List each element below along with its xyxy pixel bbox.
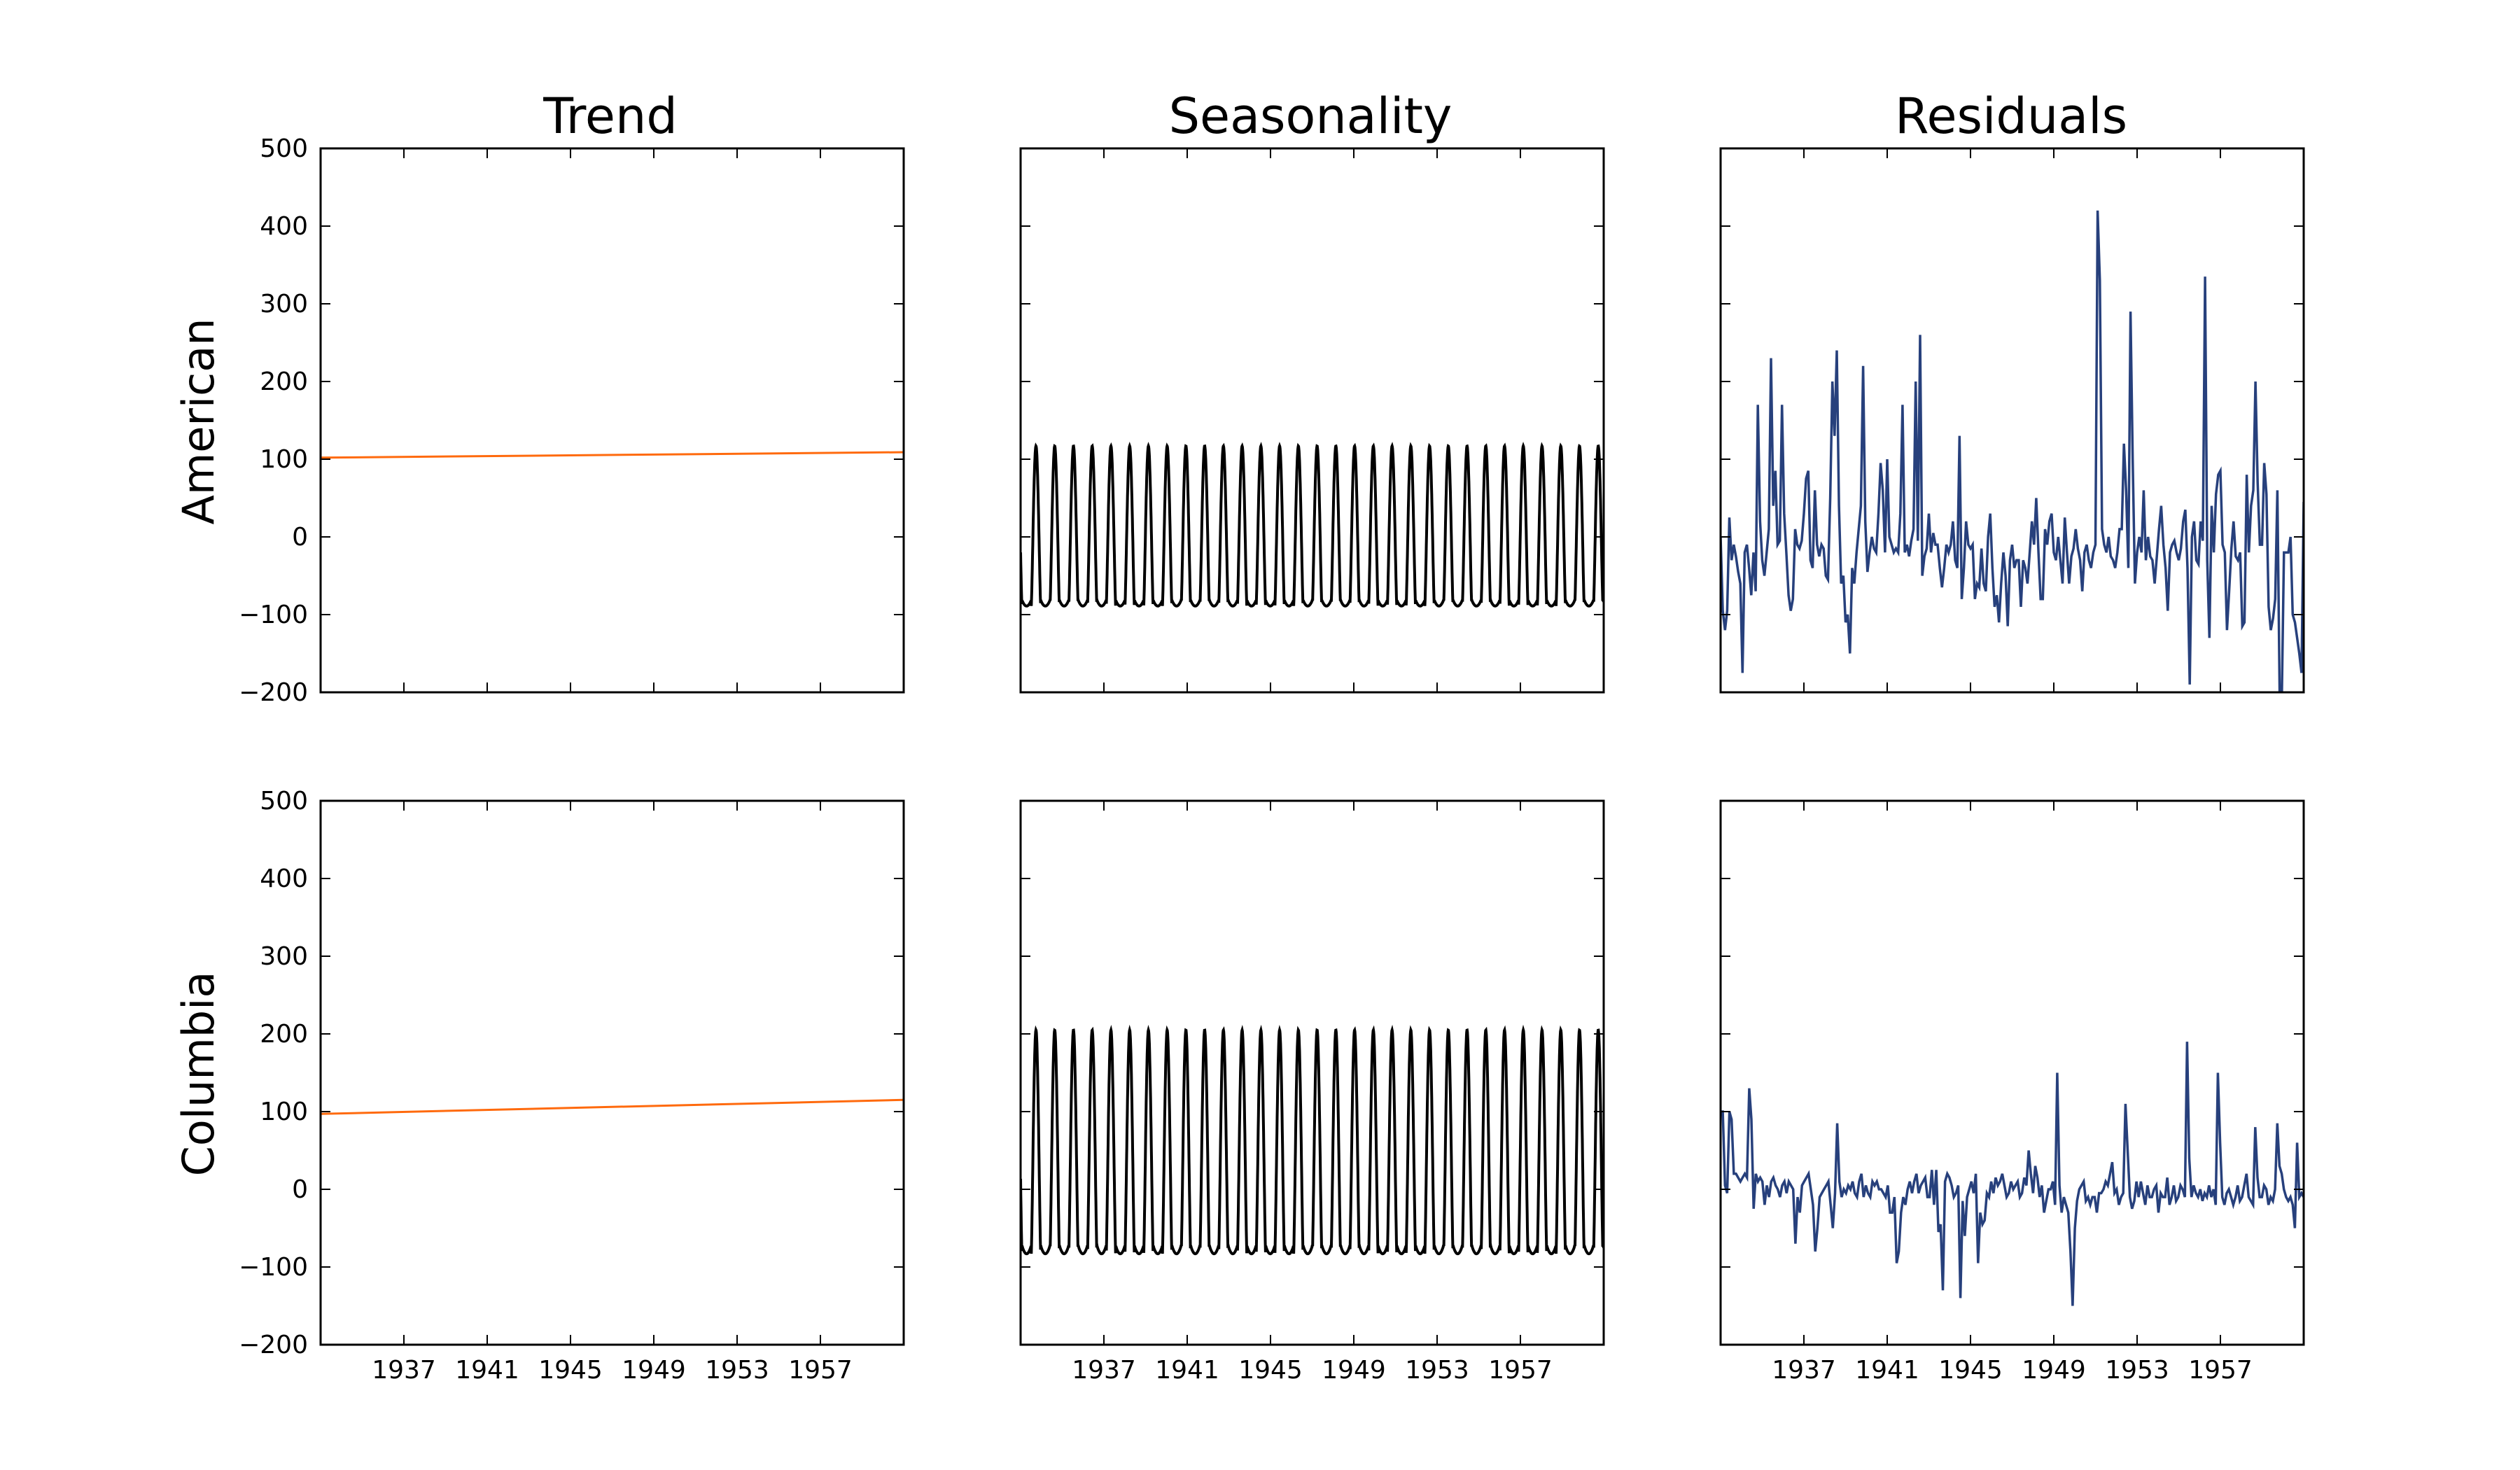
y-tick-label: 400 [260, 864, 308, 893]
panel-american-trend [321, 451, 904, 459]
y-tick-label: −200 [239, 678, 308, 707]
axes-layer: −200 −100 0 100 200 300 400 500 −200 −100 0 100 200 3… [239, 134, 2305, 1385]
x-tick-label: 1949 [1322, 1356, 1386, 1385]
x-tick-label: 1945 [1238, 1356, 1303, 1385]
x-tick-label: 1941 [1855, 1356, 1919, 1385]
y-tick-label: 300 [260, 290, 308, 318]
x-tick-label: 1937 [372, 1356, 436, 1385]
american-trend-line [321, 451, 904, 459]
panel-columbia-seasonality [1021, 1024, 1604, 1256]
y-tick-label: 0 [292, 1175, 308, 1204]
x-tick-label: 1941 [455, 1356, 519, 1385]
axes-frame-american-seasonality [1019, 147, 1605, 694]
y-tick-label: 100 [260, 1098, 308, 1126]
american-residuals-line [1721, 210, 2304, 692]
row-label-columbia: Columbia [173, 972, 224, 1177]
columbia-trend-line [321, 1098, 904, 1115]
columbia-residuals-line [1721, 1042, 2304, 1306]
x-tick-label: 1957 [1488, 1356, 1553, 1385]
row-label-american: American [173, 318, 224, 524]
panel-columbia-trend [321, 1098, 904, 1115]
axes-frame-american-trend [319, 147, 905, 694]
y-tick-label: 500 [260, 134, 308, 163]
panel-american-residuals [1721, 210, 2304, 692]
x-tick-label: 1937 [1072, 1356, 1136, 1385]
x-tick-label: 1937 [1772, 1356, 1836, 1385]
x-tick-label: 1945 [1938, 1356, 2003, 1385]
y-tick-label: 100 [260, 445, 308, 474]
column-title-trend: Trend [542, 88, 678, 145]
x-tick-label: 1957 [2188, 1356, 2253, 1385]
panel-american-seasonality [1021, 442, 1604, 608]
x-tick-label: 1949 [2022, 1356, 2086, 1385]
x-tick-label: 1945 [538, 1356, 603, 1385]
axes-frame-columbia-residuals [1719, 799, 2305, 1346]
x-tick-label: 1949 [622, 1356, 686, 1385]
x-tick-label: 1953 [705, 1356, 769, 1385]
column-title-residuals: Residuals [1895, 88, 2127, 145]
american-seasonality-line [1021, 442, 1604, 608]
panel-columbia-residuals [1721, 1042, 2304, 1306]
x-tick-label: 1957 [788, 1356, 853, 1385]
axes-frame-columbia-seasonality [1019, 799, 1605, 1346]
x-tick-label: 1941 [1155, 1356, 1219, 1385]
y-tick-label: −100 [239, 601, 308, 629]
axes-frame-columbia-trend [319, 799, 905, 1346]
column-title-seasonality: Seasonality [1169, 88, 1452, 145]
y-tick-label: −100 [239, 1253, 308, 1282]
y-tick-label: 500 [260, 787, 308, 816]
y-tick-label: 300 [260, 942, 308, 971]
y-tick-label: 200 [260, 1020, 308, 1049]
x-tick-label: 1953 [2105, 1356, 2169, 1385]
columbia-seasonality-line [1021, 1024, 1604, 1256]
axes-frame-american-residuals [1719, 147, 2305, 694]
y-tick-label: 200 [260, 368, 308, 396]
y-tick-label: −200 [239, 1331, 308, 1359]
y-tick-label: 400 [260, 212, 308, 241]
y-tick-label: 0 [292, 523, 308, 552]
x-tick-label: 1953 [1405, 1356, 1469, 1385]
